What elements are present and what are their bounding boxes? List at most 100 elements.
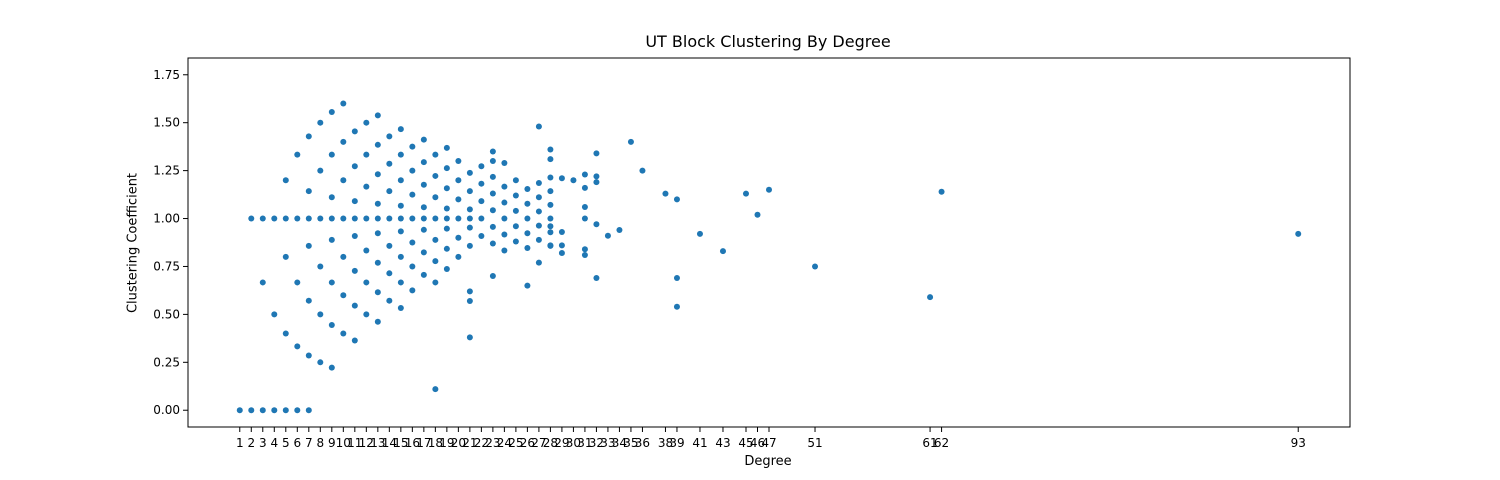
data-point [386, 297, 393, 304]
data-point [466, 215, 473, 222]
data-point [374, 289, 381, 296]
data-point [455, 196, 462, 203]
data-point [466, 188, 473, 195]
data-point [271, 215, 278, 222]
data-point [340, 100, 347, 107]
data-point [363, 247, 370, 254]
data-point [386, 133, 393, 140]
data-point [489, 148, 496, 155]
data-point [455, 177, 462, 184]
x-tick-label: 51 [807, 436, 822, 450]
x-tick-label: 26 [520, 436, 535, 450]
data-point [581, 251, 588, 258]
data-point [317, 359, 324, 366]
data-point [328, 322, 335, 329]
data-point [363, 311, 370, 318]
x-tick-label: 31 [577, 436, 592, 450]
data-point [305, 407, 312, 414]
x-axis-ticks: 1 2 3 4 5 6 7 8 9 1011121314151617181920212223242… [236, 427, 1306, 450]
data-point [501, 183, 508, 190]
x-tick-label: 46 [750, 436, 765, 450]
x-tick-label: 4 [270, 436, 278, 450]
x-tick-label: 38 [658, 436, 673, 450]
data-point [535, 194, 542, 201]
data-point [386, 188, 393, 195]
data-point [524, 186, 531, 193]
y-tick-label: 0.50 [153, 307, 180, 321]
data-point [547, 174, 554, 181]
data-point [432, 215, 439, 222]
data-point [558, 228, 565, 235]
data-point [489, 158, 496, 165]
data-point [363, 279, 370, 286]
data-point [259, 279, 266, 286]
data-point [570, 177, 577, 184]
data-point [363, 119, 370, 126]
data-point [524, 282, 531, 289]
y-tick-label: 0.75 [153, 259, 180, 273]
data-point [420, 249, 427, 256]
data-point [248, 215, 255, 222]
x-tick-label: 18 [428, 436, 443, 450]
data-point [282, 215, 289, 222]
data-point [443, 225, 450, 232]
data-point [328, 236, 335, 243]
data-point [455, 158, 462, 165]
x-tick-label: 13 [370, 436, 385, 450]
data-point [317, 263, 324, 270]
data-point [466, 169, 473, 176]
x-tick-label: 33 [600, 436, 615, 450]
x-axis-label: Degree [744, 454, 792, 469]
data-point [581, 171, 588, 178]
data-point [374, 259, 381, 266]
data-point [351, 232, 358, 239]
data-point [489, 190, 496, 197]
x-tick-label: 36 [635, 436, 650, 450]
data-point [317, 167, 324, 174]
data-point [432, 386, 439, 393]
y-axis-label: Clustering Coefficient [125, 172, 141, 314]
data-point [593, 179, 600, 186]
data-point [374, 230, 381, 237]
data-point [397, 202, 404, 209]
data-point [397, 304, 404, 311]
data-point [271, 407, 278, 414]
x-tick-label: 39 [669, 436, 684, 450]
data-point [489, 173, 496, 180]
data-point [374, 141, 381, 148]
data-point [236, 407, 243, 414]
x-tick-label: 43 [715, 436, 730, 450]
data-point [305, 215, 312, 222]
data-point [340, 177, 347, 184]
data-point [363, 183, 370, 190]
data-point [489, 273, 496, 280]
x-tick-label: 7 [305, 436, 313, 450]
data-point [420, 159, 427, 166]
data-point [305, 352, 312, 359]
data-point [409, 191, 416, 198]
data-point [478, 215, 485, 222]
data-point [386, 242, 393, 249]
x-tick-label: 1 [236, 436, 244, 450]
data-point [340, 215, 347, 222]
data-point [432, 279, 439, 286]
data-point [351, 215, 358, 222]
data-point [547, 156, 554, 163]
y-tick-label: 1.25 [153, 164, 180, 178]
data-point [409, 239, 416, 246]
data-point [627, 138, 634, 145]
x-tick-label: 62 [934, 436, 949, 450]
data-point [409, 167, 416, 174]
data-point [271, 311, 278, 318]
data-point [535, 259, 542, 266]
data-point [673, 196, 680, 203]
x-tick-label: 2 [247, 436, 255, 450]
data-point [305, 297, 312, 304]
data-point [351, 302, 358, 309]
x-tick-label: 5 [282, 436, 290, 450]
x-tick-label: 32 [589, 436, 604, 450]
data-point [558, 175, 565, 182]
data-point [466, 206, 473, 213]
data-point [282, 407, 289, 414]
data-point [351, 128, 358, 135]
